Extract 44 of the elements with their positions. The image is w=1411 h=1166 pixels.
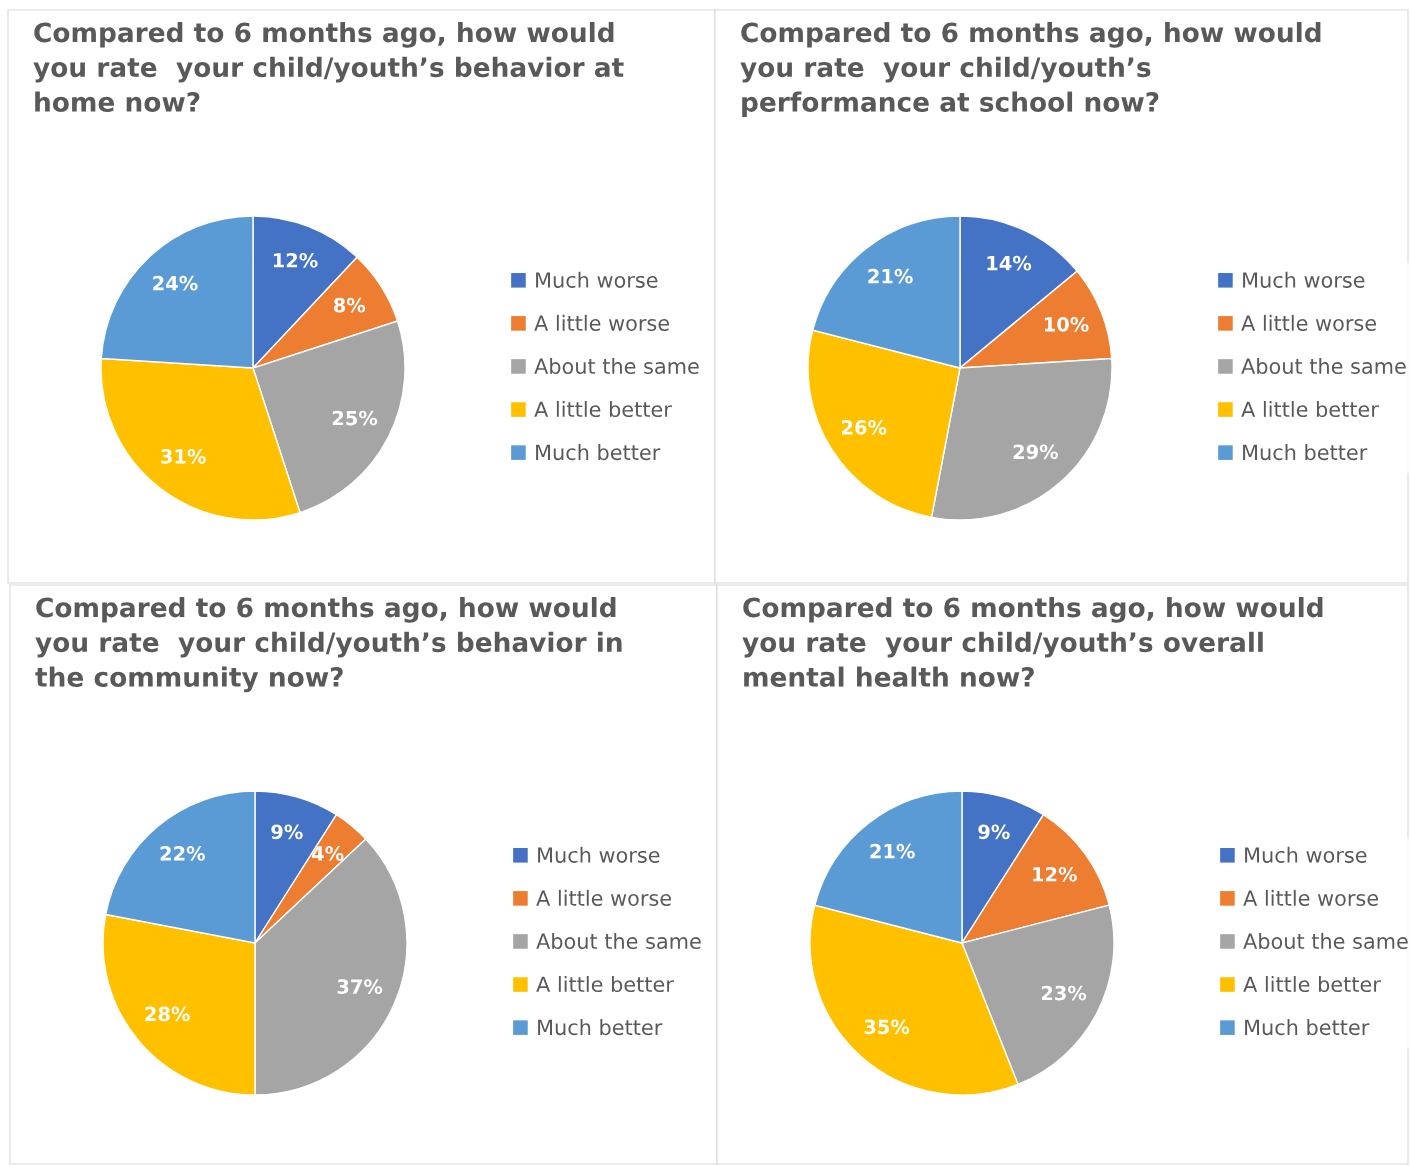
data-label: 9%: [271, 824, 303, 840]
legend-label: A little better: [536, 976, 674, 993]
legend-label: A little worse: [536, 889, 671, 906]
data-label: 25%: [332, 410, 378, 426]
legend-label: A little worse: [1243, 889, 1378, 906]
data-label: 10%: [1044, 316, 1089, 332]
legend-label: About the same: [536, 932, 701, 950]
data-label: 26%: [842, 420, 887, 435]
data-label: 21%: [868, 268, 913, 284]
legend-label: Much worse: [536, 271, 658, 288]
legend-label: About the same: [1241, 357, 1406, 375]
data-label: 35%: [864, 1019, 910, 1035]
data-label: 12%: [273, 252, 318, 268]
data-label: 14%: [987, 255, 1032, 271]
data-label: 37%: [337, 979, 383, 994]
legend-label: A little better: [534, 401, 672, 418]
data-label: 28%: [145, 1006, 190, 1022]
data-label: 12%: [1033, 866, 1077, 882]
chart-title: Compared to 6 months ago, how would you rate your child/youth’s behavior in the community now?: [35, 597, 622, 693]
legend-label: Much better: [1245, 1019, 1370, 1036]
data-label: 22%: [160, 846, 205, 861]
chart-title: Compared to 6 months ago, how would you rate your child/youth’s behavior at home now?: [33, 22, 624, 112]
legend-label: A little better: [1241, 401, 1379, 418]
chart-title: Compared to 6 months ago, how would you rate your child/youth’s overall mental health now?: [742, 597, 1323, 687]
data-label: 8%: [333, 297, 366, 313]
legend-label: A little worse: [1241, 314, 1376, 331]
legend-label: A little better: [1243, 976, 1381, 993]
legend-label: A little worse: [534, 314, 669, 331]
data-label: 21%: [870, 843, 915, 859]
data-label: 9%: [978, 824, 1010, 840]
legend-label: Much better: [1243, 444, 1368, 461]
data-label: 24%: [153, 275, 198, 291]
data-label: 23%: [1041, 985, 1087, 1001]
legend-label: Much better: [538, 1019, 663, 1036]
data-label: 31%: [161, 449, 206, 464]
legend-label: Much better: [536, 444, 661, 461]
data-label: 4%: [312, 846, 344, 861]
legend-label: About the same: [534, 357, 699, 375]
legend-label: Much worse: [1243, 271, 1365, 288]
chart-title: Compared to 6 months ago, how would you rate your child/youth’s performance at school now?: [740, 22, 1321, 118]
legend-label: Much worse: [538, 846, 660, 863]
legend-label: About the same: [1243, 932, 1408, 950]
legend-label: Much worse: [1245, 846, 1367, 863]
data-label: 29%: [1013, 444, 1059, 460]
